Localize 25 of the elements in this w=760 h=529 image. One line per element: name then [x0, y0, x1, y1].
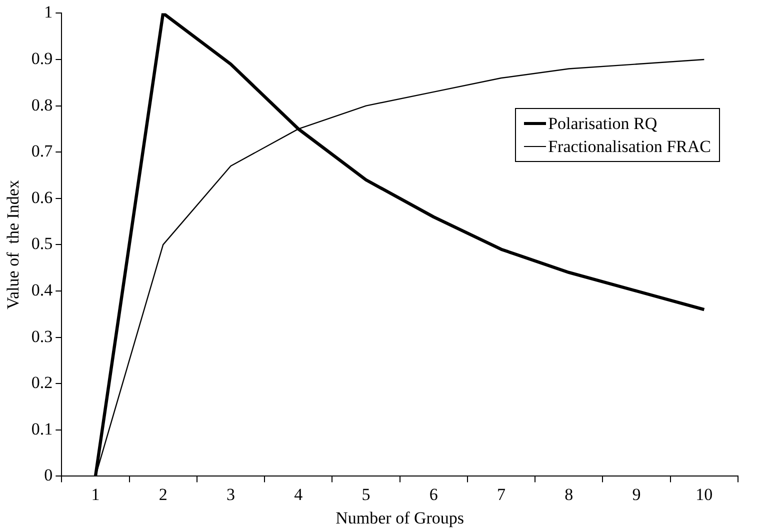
x-tick-label: 6 — [429, 484, 438, 504]
y-tick-label: 0.4 — [31, 280, 54, 300]
y-axis-title: Value of the Index — [4, 180, 23, 310]
y-tick-label: 0.7 — [31, 142, 54, 161]
x-tick-label: 9 — [632, 484, 641, 504]
x-tick-label: 4 — [294, 484, 304, 504]
y-tick-label: 0 — [44, 466, 53, 485]
legend-label: Polarisation RQ — [548, 113, 658, 135]
x-tick-label: 7 — [497, 484, 506, 504]
y-tick-label: 0.9 — [31, 48, 53, 68]
x-tick-label: 3 — [226, 484, 235, 504]
y-tick-label: 0.2 — [31, 373, 53, 392]
y-tick-label: 0.1 — [31, 419, 53, 438]
x-tick-label: 5 — [362, 484, 370, 504]
y-tick-label: 1 — [44, 2, 53, 22]
x-tick-label: 2 — [158, 484, 168, 504]
x-axis-title: Number of Groups — [336, 508, 464, 528]
y-tick-label: 0.8 — [31, 95, 53, 114]
x-tick-label: 8 — [564, 484, 574, 504]
x-tick-label: 10 — [696, 484, 713, 504]
x-tick-label: 1 — [91, 484, 100, 504]
y-tick-label: 0.6 — [31, 188, 53, 207]
legend-label: Fractionalisation FRAC — [548, 136, 711, 158]
y-tick-label: 0.5 — [31, 234, 53, 254]
y-tick-label: 0.3 — [31, 326, 53, 346]
